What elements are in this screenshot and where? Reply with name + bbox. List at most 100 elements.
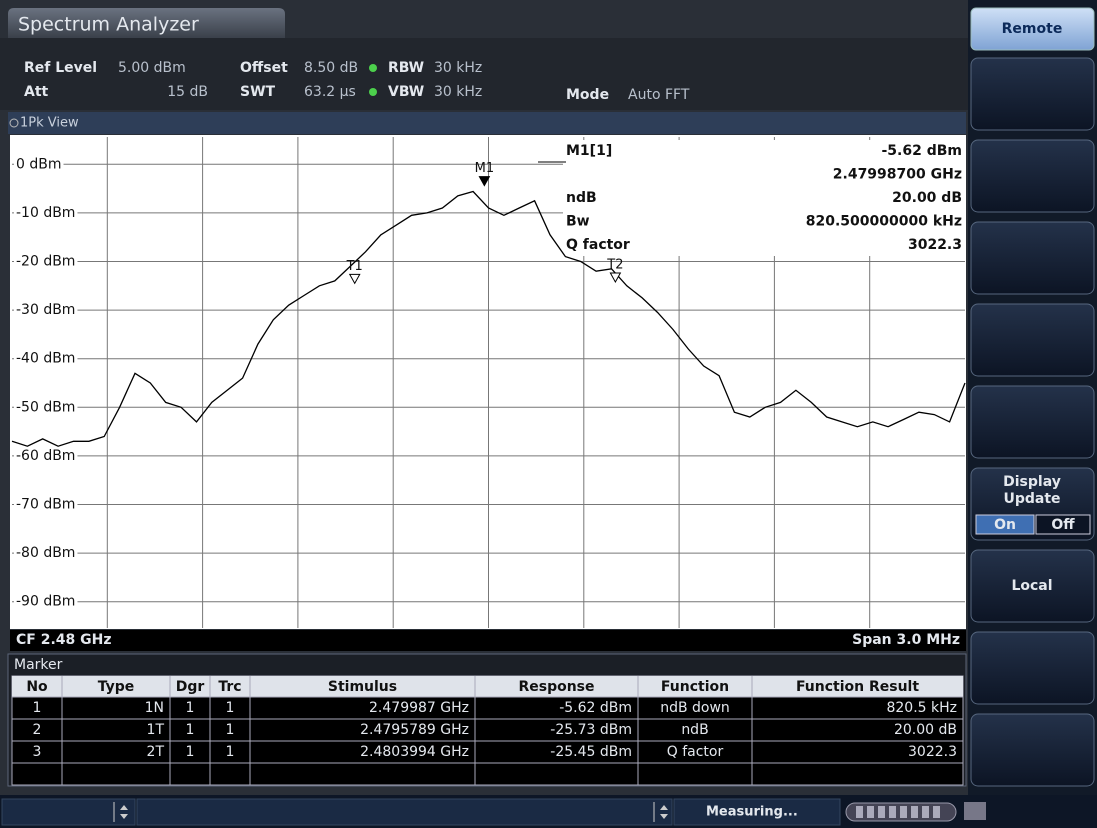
spin-icon (120, 805, 128, 819)
readout-value: 20.00 dB (892, 190, 962, 206)
column-header: No (26, 679, 48, 695)
table-cell: Q factor (667, 744, 724, 760)
y-tick-label: -80 dBm (16, 545, 75, 561)
label-bg (14, 593, 78, 610)
table-title: Marker (14, 657, 63, 673)
softkey[interactable] (970, 57, 1095, 131)
setting-value: 5.00 dBm (118, 60, 186, 76)
progress-seg (900, 806, 907, 818)
readout-label: Q factor (566, 237, 630, 253)
footer-left: CF 2.48 GHz (16, 632, 111, 648)
readout-bg (563, 140, 965, 256)
table-cell: 1 (226, 744, 235, 760)
table-cell: 2T (147, 744, 165, 760)
view-icon (9, 118, 19, 128)
marker (348, 273, 361, 285)
view-bar (8, 112, 966, 134)
column-header: Response (518, 679, 594, 695)
marker-label: T1 (346, 259, 363, 274)
progress-seg (856, 806, 863, 818)
label-bg (14, 253, 78, 270)
y-tick-label: -30 dBm (16, 302, 75, 318)
progress-seg (933, 806, 940, 818)
setting-label: Mode (566, 87, 609, 103)
setting-label: Att (24, 84, 49, 100)
table-cell: 1 (186, 700, 195, 716)
toggle-on (975, 514, 1035, 535)
readout-value: 2.47998700 GHz (833, 167, 962, 183)
status-dot (369, 64, 377, 72)
lx-icon (964, 802, 986, 820)
setting-value: 30 kHz (434, 60, 482, 76)
table-cell: 1 (186, 722, 195, 738)
softkey[interactable] (970, 549, 1095, 623)
softkey[interactable] (970, 139, 1095, 213)
softkey[interactable] (970, 7, 1095, 51)
softkey-label: Local (1011, 578, 1052, 594)
label-bg (14, 399, 78, 416)
setting-value: 63.2 µs (304, 84, 356, 100)
label-bg (14, 545, 78, 562)
y-tick-label: -60 dBm (16, 448, 75, 464)
status-field (136, 798, 673, 826)
table-cell: 1 (226, 722, 235, 738)
table-cell: 1 (226, 700, 235, 716)
softkey[interactable] (970, 631, 1095, 705)
table-cell: 2.479987 GHz (369, 700, 469, 716)
label-bg (14, 204, 78, 221)
setting-value: 8.50 dB (304, 60, 358, 76)
table-cell: 2 (33, 722, 42, 738)
softkey-label: Display Update (1003, 474, 1061, 507)
table-cell: 1T (147, 722, 165, 738)
label-bg (14, 350, 78, 367)
table-cell: 1N (145, 700, 164, 716)
softkey[interactable] (970, 303, 1095, 377)
setting-value: Auto FFT (628, 87, 690, 103)
marker (478, 176, 491, 187)
softkey[interactable] (970, 713, 1095, 787)
table-cell: 1 (33, 700, 42, 716)
setting-label: Offset (240, 60, 288, 76)
table-cell: 20.00 dB (894, 722, 957, 738)
marker-label: T2 (606, 257, 623, 272)
progress-seg (889, 806, 896, 818)
status-field (1, 798, 136, 826)
progress-seg (922, 806, 929, 818)
setting-label: Ref Level (24, 60, 97, 76)
table-cell: ndB (681, 722, 708, 738)
table-cell: -25.73 dBm (550, 722, 632, 738)
table-cell: 2.4795789 GHz (360, 722, 469, 738)
table-cell: 2.4803994 GHz (360, 744, 469, 760)
status-text: Measuring... (706, 805, 798, 820)
readout-value: -5.62 dBm (881, 143, 962, 159)
table-cell: -5.62 dBm (559, 700, 632, 716)
y-tick-label: -70 dBm (16, 497, 75, 513)
label-bg (14, 156, 64, 173)
progress-seg (911, 806, 918, 818)
label-bg (14, 447, 78, 464)
column-header: Trc (218, 679, 241, 695)
toggle-label: Off (1051, 517, 1075, 533)
status-dot (369, 88, 377, 96)
footer-bar (10, 630, 966, 651)
softkey[interactable] (970, 221, 1095, 295)
column-header: Stimulus (328, 679, 397, 695)
setting-value: 15 dB (167, 84, 208, 100)
column-header: Function (661, 679, 729, 695)
progress-seg (867, 806, 874, 818)
softkey[interactable] (970, 385, 1095, 459)
footer-right: Span 3.0 MHz (852, 632, 960, 648)
column-header: Function Result (796, 679, 919, 695)
table-cell: 3 (33, 744, 42, 760)
title-tab (8, 8, 285, 38)
y-tick-label: -20 dBm (16, 254, 75, 270)
toggle-off (1035, 514, 1091, 535)
setting-label: VBW (388, 84, 424, 100)
table-cell: ndB down (660, 700, 730, 716)
y-tick-label: -50 dBm (16, 399, 75, 415)
status-field (673, 798, 841, 826)
title: Spectrum Analyzer (18, 14, 199, 36)
y-tick-label: 0 dBm (16, 156, 62, 172)
spin-icon (660, 805, 668, 819)
setting-label: RBW (388, 60, 424, 76)
